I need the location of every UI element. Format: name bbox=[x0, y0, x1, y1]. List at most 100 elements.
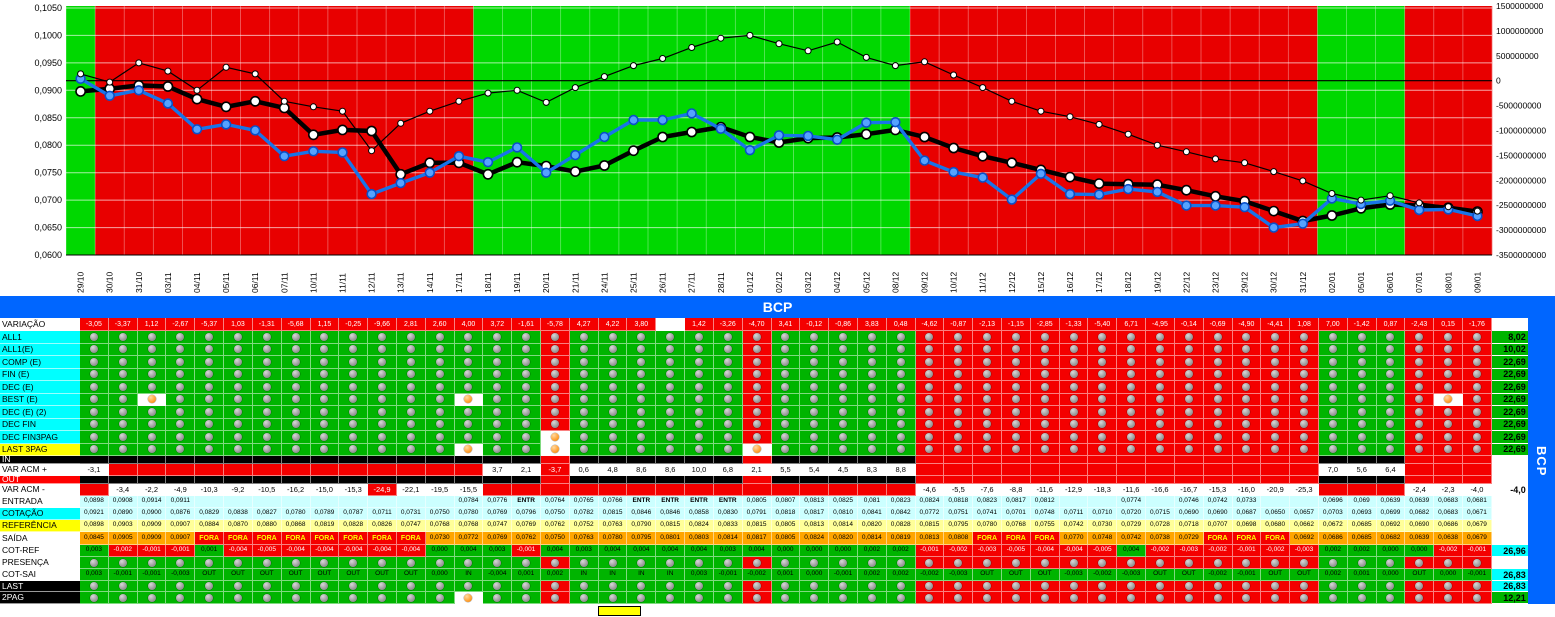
cell-presen-a-41[interactable] bbox=[1261, 557, 1291, 569]
cell-out-23[interactable] bbox=[742, 476, 772, 484]
cell-cota-o-2[interactable]: 0,0900 bbox=[137, 508, 167, 520]
row-label-dec-fin[interactable]: DEC FIN bbox=[0, 418, 80, 431]
cell-all1-28[interactable] bbox=[886, 331, 916, 344]
cell-var-acm-39[interactable] bbox=[1203, 464, 1233, 476]
summary-refer-ncia[interactable] bbox=[1491, 520, 1528, 532]
cell-fin-e-37[interactable] bbox=[1146, 368, 1175, 381]
cell-cota-o-7[interactable]: 0,0780 bbox=[281, 508, 311, 520]
cell-entrada-44[interactable]: 0,069 bbox=[1347, 496, 1377, 508]
cell-out-17[interactable] bbox=[569, 476, 599, 484]
cell-all1-e-20[interactable] bbox=[656, 343, 686, 356]
cell-fin-e-26[interactable] bbox=[829, 368, 858, 381]
cell-presen-a-46[interactable] bbox=[1405, 557, 1435, 569]
cell-2pag-31[interactable] bbox=[973, 592, 1002, 604]
cell-dec-e-24[interactable] bbox=[771, 381, 801, 394]
cell-2pag-36[interactable] bbox=[1117, 592, 1147, 604]
cell-varia-o-6[interactable]: -1,31 bbox=[252, 318, 282, 331]
cell-var-acm-18[interactable]: 4,8 bbox=[598, 464, 628, 476]
cell-cot-ref-20[interactable]: 0,004 bbox=[656, 545, 686, 557]
cell-cot-sai-11[interactable]: OUT bbox=[396, 569, 426, 581]
cell-best-e-0[interactable] bbox=[80, 393, 109, 406]
cell-2pag-12[interactable] bbox=[425, 592, 455, 604]
cell-sa-da-34[interactable]: 0,0770 bbox=[1059, 532, 1089, 545]
cell-best-e-16[interactable] bbox=[541, 393, 570, 406]
cell-cota-o-18[interactable]: 0,0815 bbox=[598, 508, 628, 520]
cell-last-3pag-44[interactable] bbox=[1347, 443, 1377, 456]
cell-dec-fin-36[interactable] bbox=[1117, 418, 1147, 431]
cell-cota-o-43[interactable]: 0,0703 bbox=[1318, 508, 1348, 520]
cell-last-25[interactable] bbox=[800, 581, 830, 592]
cell-varia-o-4[interactable]: -5,37 bbox=[195, 318, 225, 331]
cell-2pag-9[interactable] bbox=[339, 592, 369, 604]
cell-all1-e-17[interactable] bbox=[569, 343, 599, 356]
cell-last-26[interactable] bbox=[829, 581, 858, 592]
cell-in-45[interactable] bbox=[1376, 456, 1406, 464]
cell-last-3pag-21[interactable] bbox=[685, 443, 714, 456]
cell-var-acm-23[interactable] bbox=[742, 484, 772, 496]
cell-2pag-43[interactable] bbox=[1318, 592, 1348, 604]
cell-cota-o-32[interactable]: 0,0701 bbox=[1002, 508, 1031, 520]
cell-dec-e-41[interactable] bbox=[1261, 381, 1291, 394]
cell-fin-e-19[interactable] bbox=[627, 368, 657, 381]
cell-sa-da-37[interactable]: 0,0738 bbox=[1146, 532, 1175, 545]
cell-dec-e-21[interactable] bbox=[685, 381, 714, 394]
cell-var-acm-8[interactable]: -15,0 bbox=[310, 484, 340, 496]
cell-presen-a-17[interactable] bbox=[569, 557, 599, 569]
cell-dec-fin-23[interactable] bbox=[742, 418, 772, 431]
cell-varia-o-44[interactable]: -1,42 bbox=[1347, 318, 1377, 331]
summary-presen-a[interactable] bbox=[1491, 557, 1528, 569]
cell-dec-fin-33[interactable] bbox=[1030, 418, 1060, 431]
cell-dec-e-47[interactable] bbox=[1434, 381, 1463, 394]
cell-all1-23[interactable] bbox=[742, 331, 772, 344]
cell-last-46[interactable] bbox=[1405, 581, 1435, 592]
cell-refer-ncia-31[interactable]: 0,0780 bbox=[973, 520, 1002, 532]
cell-cota-o-29[interactable]: 0,0772 bbox=[915, 508, 945, 520]
cell-dec-fin3pag-35[interactable] bbox=[1088, 431, 1118, 444]
cell-refer-ncia-13[interactable]: 0,0768 bbox=[454, 520, 484, 532]
cell-out-0[interactable] bbox=[80, 476, 109, 484]
cell-fin-e-7[interactable] bbox=[281, 368, 311, 381]
cell-var-acm-30[interactable]: -5,5 bbox=[944, 484, 974, 496]
cell-cot-ref-13[interactable]: 0,004 bbox=[454, 545, 484, 557]
cell-sa-da-20[interactable]: 0,0801 bbox=[656, 532, 686, 545]
cell-presen-a-36[interactable] bbox=[1117, 557, 1147, 569]
row-label-var-acm[interactable]: VAR ACM - bbox=[0, 484, 80, 496]
cell-best-e-25[interactable] bbox=[800, 393, 830, 406]
cell-all1-44[interactable] bbox=[1347, 331, 1377, 344]
cell-sa-da-10[interactable]: FORA bbox=[368, 532, 397, 545]
cell-last-38[interactable] bbox=[1174, 581, 1204, 592]
cell-last-44[interactable] bbox=[1347, 581, 1377, 592]
cell-last-3pag-3[interactable] bbox=[166, 443, 196, 456]
cell-cot-sai-22[interactable]: -0,001 bbox=[713, 569, 743, 581]
cell-all1-16[interactable] bbox=[541, 331, 570, 344]
cell-refer-ncia-2[interactable]: 0,0909 bbox=[137, 520, 167, 532]
cell-dec-e-2-8[interactable] bbox=[310, 406, 340, 419]
cell-all1-e-46[interactable] bbox=[1405, 343, 1435, 356]
cell-fin-e-20[interactable] bbox=[656, 368, 686, 381]
cell-dec-e-2-41[interactable] bbox=[1261, 406, 1291, 419]
cell-comp-e-31[interactable] bbox=[973, 356, 1002, 369]
cell-sa-da-24[interactable]: 0,0805 bbox=[771, 532, 801, 545]
cell-varia-o-3[interactable]: -2,67 bbox=[166, 318, 196, 331]
cell-comp-e-11[interactable] bbox=[396, 356, 426, 369]
cell-out-34[interactable] bbox=[1059, 476, 1089, 484]
cell-2pag-10[interactable] bbox=[368, 592, 397, 604]
cell-out-15[interactable] bbox=[512, 476, 541, 484]
cell-dec-e-2-46[interactable] bbox=[1405, 406, 1435, 419]
cell-all1-7[interactable] bbox=[281, 331, 311, 344]
cell-comp-e-40[interactable] bbox=[1232, 356, 1262, 369]
cell-dec-fin3pag-1[interactable] bbox=[108, 431, 138, 444]
cell-dec-e-0[interactable] bbox=[80, 381, 109, 394]
cell-all1-4[interactable] bbox=[195, 331, 225, 344]
summary-cot-sai[interactable]: 26,83 bbox=[1491, 569, 1528, 581]
cell-last-31[interactable] bbox=[973, 581, 1002, 592]
cell-dec-fin3pag-12[interactable] bbox=[425, 431, 455, 444]
cell-refer-ncia-6[interactable]: 0,0880 bbox=[252, 520, 282, 532]
cell-entrada-11[interactable] bbox=[396, 496, 426, 508]
cell-out-28[interactable] bbox=[886, 476, 916, 484]
cell-out-42[interactable] bbox=[1290, 476, 1319, 484]
cell-var-acm-11[interactable] bbox=[396, 464, 426, 476]
row-label-last-3pag[interactable]: LAST 3PAG bbox=[0, 443, 80, 456]
cell-2pag-13[interactable] bbox=[454, 592, 484, 604]
cell-presen-a-1[interactable] bbox=[108, 557, 138, 569]
